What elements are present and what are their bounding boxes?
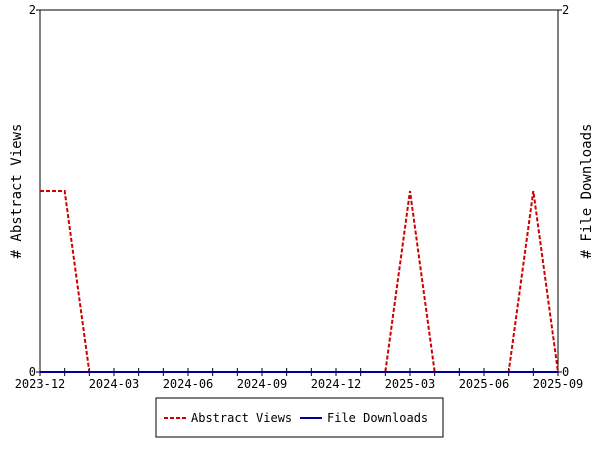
plot-frame bbox=[39, 9, 559, 373]
y2-tick-label: 2 bbox=[562, 3, 569, 17]
x-tick-label: 2025-09 bbox=[533, 377, 584, 391]
x-tick-label: 2023-12 bbox=[15, 377, 66, 391]
y-axis-label: # Abstract Views bbox=[9, 124, 25, 259]
legend-box bbox=[155, 397, 444, 438]
legend-label: File Downloads bbox=[327, 411, 428, 425]
y-tick-label: 2 bbox=[29, 3, 36, 17]
x-tick-label: 2024-12 bbox=[311, 377, 362, 391]
x-tick-label: 2024-09 bbox=[237, 377, 288, 391]
y2-axis-label: # File Downloads bbox=[579, 124, 595, 259]
x-tick-label: 2025-06 bbox=[459, 377, 510, 391]
x-tick-label: 2025-03 bbox=[385, 377, 436, 391]
x-tick-label: 2024-03 bbox=[89, 377, 140, 391]
y2-tick-label: 0 bbox=[562, 365, 569, 379]
legend-label: Abstract Views bbox=[191, 411, 292, 425]
y-tick-label: 0 bbox=[29, 365, 36, 379]
x-tick-label: 2024-06 bbox=[163, 377, 214, 391]
